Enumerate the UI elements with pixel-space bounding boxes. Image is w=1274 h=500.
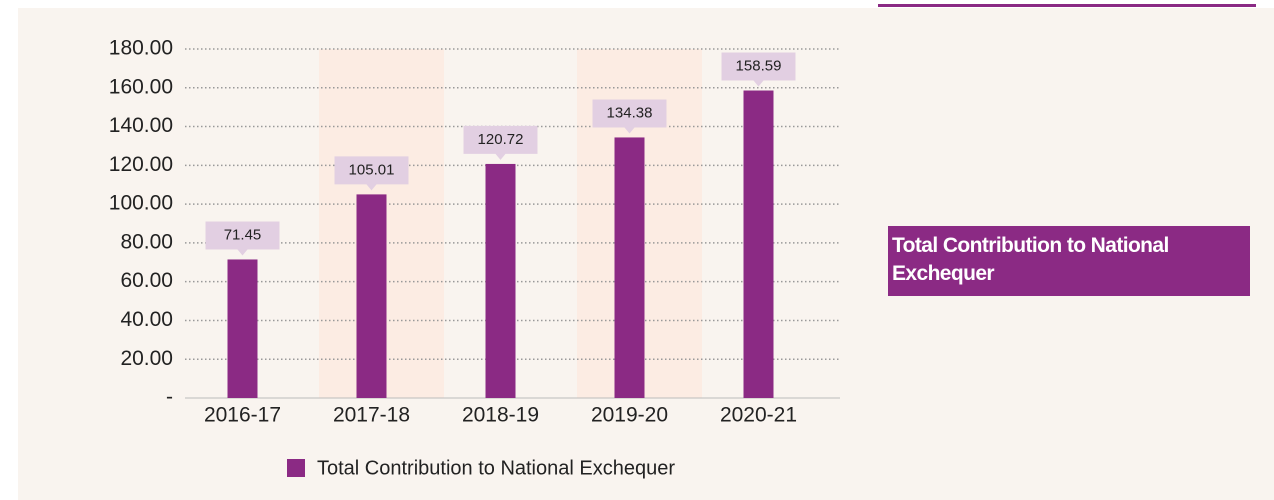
x-tick-label: 2020-21	[720, 404, 797, 427]
legend-label: Total Contribution to National Exchequer	[317, 457, 675, 479]
bar	[614, 137, 645, 398]
data-label-box	[721, 52, 796, 87]
data-label-box	[334, 156, 409, 191]
y-tick-label: 40.00	[120, 308, 173, 331]
bar	[743, 90, 774, 399]
data-label: 120.72	[478, 131, 524, 148]
y-tick-label: -	[166, 386, 173, 409]
y-tick-label: 140.00	[109, 114, 173, 137]
data-label-box	[592, 99, 667, 134]
x-tick-label: 2019-20	[591, 404, 668, 427]
y-tick-label: 160.00	[109, 75, 173, 98]
bar	[485, 163, 516, 398]
data-label: 105.01	[349, 161, 395, 178]
data-label: 134.38	[607, 104, 653, 121]
top-rule	[878, 4, 1256, 7]
y-tick-label: 20.00	[120, 347, 173, 370]
data-label: 71.45	[224, 226, 262, 243]
x-tick-label: 2017-18	[333, 404, 410, 427]
legend-swatch	[287, 459, 305, 477]
y-tick-label: 60.00	[120, 269, 173, 292]
bar	[356, 194, 387, 398]
y-tick-label: 180.00	[109, 37, 173, 60]
data-label: 158.59	[736, 57, 782, 74]
data-label-box	[205, 221, 280, 256]
y-tick-label: 100.00	[109, 192, 173, 215]
y-tick-label: 120.00	[109, 153, 173, 176]
x-tick-label: 2016-17	[204, 404, 281, 427]
bar	[227, 259, 258, 398]
data-label-box	[463, 125, 538, 160]
x-tick-label: 2018-19	[462, 404, 539, 427]
y-tick-label: 80.00	[120, 230, 173, 253]
side-title: Total Contribution to National Exchequer	[888, 226, 1250, 296]
